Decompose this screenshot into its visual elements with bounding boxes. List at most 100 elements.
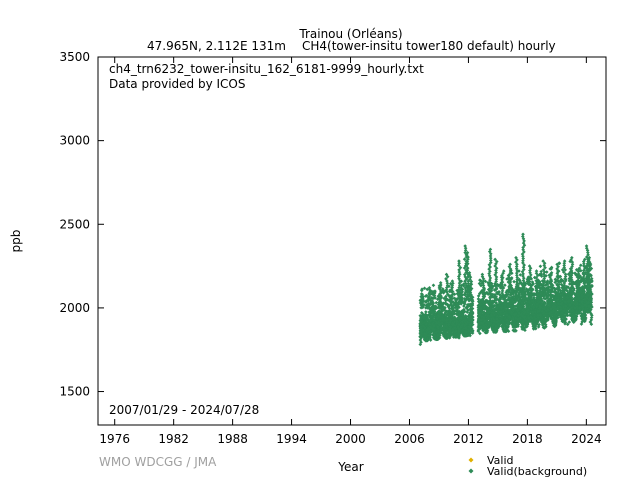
data-point xyxy=(495,323,500,328)
data-point xyxy=(447,331,451,336)
data-point xyxy=(521,265,526,270)
data-point xyxy=(451,303,456,308)
data-point xyxy=(557,280,561,284)
data-point xyxy=(556,295,561,300)
data-point xyxy=(488,306,493,311)
data-point xyxy=(498,309,502,314)
data-point xyxy=(460,323,464,328)
data-point xyxy=(521,261,525,265)
data-point xyxy=(450,279,455,283)
data-point xyxy=(465,250,470,255)
data-point xyxy=(436,329,441,334)
data-point xyxy=(458,292,462,296)
data-point xyxy=(488,278,492,282)
data-point xyxy=(525,297,530,302)
data-point xyxy=(441,326,446,331)
data-point xyxy=(542,304,547,309)
data-point xyxy=(501,275,505,280)
data-point xyxy=(488,265,493,269)
data-point xyxy=(480,314,484,319)
data-point xyxy=(495,317,499,321)
data-point xyxy=(554,295,559,300)
data-point xyxy=(492,313,497,317)
data-point xyxy=(440,318,445,322)
chart-title: Trainou (Orléans) xyxy=(298,27,402,41)
data-point xyxy=(468,327,473,331)
data-point xyxy=(466,329,471,334)
data-point xyxy=(511,325,516,330)
data-point xyxy=(507,273,511,278)
data-point xyxy=(566,299,571,304)
data-point xyxy=(468,277,472,282)
data-point xyxy=(576,272,581,276)
data-point xyxy=(556,273,560,278)
data-point xyxy=(557,282,562,287)
data-point xyxy=(432,318,437,322)
data-point xyxy=(515,295,519,300)
data-point xyxy=(464,318,468,323)
data-point xyxy=(418,322,423,327)
data-point xyxy=(568,286,573,291)
data-point xyxy=(583,284,587,288)
data-point xyxy=(500,324,505,328)
date-range-label: 2007/01/29 - 2024/07/28 xyxy=(109,403,259,417)
data-point xyxy=(569,277,574,282)
data-point xyxy=(468,331,473,336)
data-point xyxy=(508,303,512,308)
data-point xyxy=(574,314,579,318)
data-point xyxy=(481,285,486,290)
data-point xyxy=(588,300,592,305)
data-point xyxy=(528,270,532,275)
data-point xyxy=(425,336,430,341)
data-point xyxy=(520,301,524,305)
data-point xyxy=(455,308,459,313)
data-point xyxy=(477,311,482,315)
data-point xyxy=(585,286,589,290)
data-point xyxy=(539,282,544,287)
data-point xyxy=(523,289,528,294)
data-point xyxy=(552,317,557,321)
data-point xyxy=(482,311,486,315)
data-point xyxy=(569,280,574,284)
data-point xyxy=(418,342,423,347)
data-point xyxy=(442,307,446,311)
data-point xyxy=(464,297,469,301)
data-point xyxy=(457,274,461,279)
data-point xyxy=(470,306,475,311)
data-point xyxy=(437,333,442,338)
data-point xyxy=(493,281,497,286)
data-point xyxy=(428,292,432,297)
data-point xyxy=(507,314,511,319)
data-point xyxy=(447,332,452,337)
data-point xyxy=(526,319,531,324)
data-point xyxy=(441,322,446,327)
data-point xyxy=(457,336,461,340)
data-point xyxy=(521,254,525,259)
data-point xyxy=(420,287,424,292)
data-point xyxy=(493,273,497,277)
data-point xyxy=(524,323,529,328)
data-point xyxy=(425,338,429,343)
data-point xyxy=(573,306,577,310)
data-point xyxy=(456,329,461,334)
data-point xyxy=(543,323,548,327)
provider-label: Data provided by ICOS xyxy=(109,77,245,91)
data-point xyxy=(527,288,531,292)
data-point xyxy=(466,333,470,338)
data-point xyxy=(548,300,552,305)
data-point xyxy=(422,331,426,336)
data-point xyxy=(536,295,540,300)
data-point xyxy=(560,317,564,322)
data-point xyxy=(560,319,565,323)
data-point xyxy=(518,299,523,304)
data-point xyxy=(444,285,449,290)
data-point xyxy=(513,297,518,302)
data-point xyxy=(568,303,572,307)
data-point xyxy=(469,295,474,299)
data-point xyxy=(467,273,472,277)
data-point xyxy=(507,295,511,300)
x-tick-label: 2000 xyxy=(335,432,366,446)
data-point xyxy=(457,259,461,263)
data-point xyxy=(574,298,579,303)
